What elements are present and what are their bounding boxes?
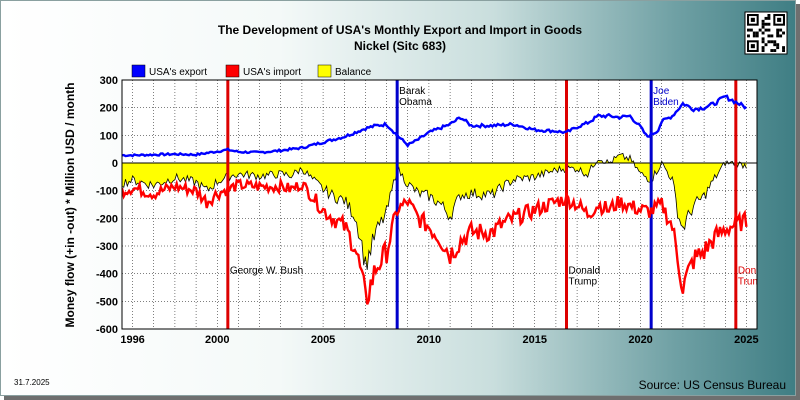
president-label: Trump	[569, 277, 598, 288]
plot-border	[121, 79, 758, 330]
balance-line	[122, 152, 747, 270]
y-tick-label: -400	[96, 269, 118, 281]
y-tick-label: -500	[96, 296, 118, 308]
president-label: Obama	[399, 97, 432, 108]
chart-title-line2: Nickel (Sitc 683)	[354, 39, 446, 53]
legend-label-balance: Balance	[335, 67, 372, 78]
legend-label-export: USA's export	[149, 67, 207, 78]
legend-swatch-balance	[317, 64, 332, 78]
president-label: Trump	[738, 277, 767, 288]
president-label: Biden	[653, 97, 679, 108]
balance-area-below	[122, 163, 747, 270]
x-tick-label: 2010	[417, 334, 441, 346]
president-labels: George W. BushBarakObamaDonaldTrumpJoeBi…	[230, 86, 770, 288]
y-tick-label: 200	[100, 103, 118, 115]
chart-title-line1: The Development of USA's Monthly Export …	[218, 23, 583, 37]
y-tick-label: -300	[96, 241, 118, 253]
president-label: Joe	[653, 86, 670, 97]
president-label: Barak	[399, 86, 426, 97]
date-stamp: 31.7.2025	[14, 378, 50, 387]
y-tick-label: -600	[96, 324, 118, 336]
x-tick-label: 1996	[120, 334, 144, 346]
x-tick-label: 2000	[205, 334, 229, 346]
y-tick-label: 100	[100, 130, 118, 142]
y-axis-ticks: -600 -500 -400 -300 -200 -100 0 100 200 300	[96, 75, 118, 336]
x-tick-label: 2020	[628, 334, 652, 346]
y-tick-label: 0	[112, 158, 118, 170]
export-line	[122, 94, 748, 158]
qr-code-icon	[744, 11, 788, 55]
import-line	[122, 176, 748, 305]
president-label: Donald	[569, 266, 601, 277]
president-label: George W. Bush	[230, 266, 303, 277]
legend-label-import: USA's import	[243, 67, 301, 78]
y-tick-label: 300	[100, 75, 118, 87]
y-axis-label: Money flow (+in -out) * Million USD / mo…	[63, 83, 77, 328]
x-tick-label: 2005	[311, 334, 335, 346]
legend-swatch-export	[131, 64, 146, 78]
president-markers	[226, 80, 738, 329]
president-label: Donald	[738, 266, 770, 277]
source-label: Source: US Census Bureau	[639, 378, 786, 392]
legend: USA's export USA's import Balance	[131, 64, 372, 78]
balance-area-above	[122, 153, 747, 163]
legend-swatch-import	[225, 64, 240, 78]
x-tick-label: 2025	[734, 334, 758, 346]
x-axis-ticks: 1996 2000 2005 2010 2015 2020 2025	[120, 334, 758, 346]
y-tick-label: -200	[96, 213, 118, 225]
x-tick-label: 2015	[523, 334, 547, 346]
y-tick-label: -100	[96, 186, 118, 198]
